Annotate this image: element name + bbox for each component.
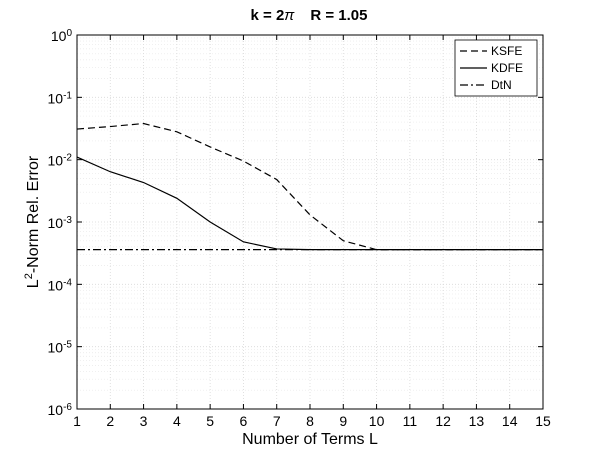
y-tick-label: 10-2 (48, 152, 73, 169)
x-tick-label: 14 (502, 413, 518, 429)
legend-entry: KSFE (491, 44, 522, 58)
series-line-ksfe (76, 122, 543, 251)
y-tick-label: 10-5 (48, 339, 73, 356)
x-tick-label: 7 (273, 413, 281, 429)
legend-entry: DtN (491, 78, 512, 92)
x-tick-label: 1 (73, 413, 81, 429)
x-axis: 1 2 3 4 5 6 7 8 9 10 11 12 13 14 15 (73, 35, 551, 429)
x-tick-label: 15 (535, 413, 551, 429)
grid (76, 34, 544, 410)
x-tick-label: 8 (306, 413, 314, 429)
x-tick-label: 3 (140, 413, 148, 429)
y-tick-label: 10-3 (48, 215, 73, 232)
x-axis-label: Number of Terms L (242, 431, 378, 448)
y-tick-label: 100 (51, 28, 73, 45)
x-tick-label: 6 (240, 413, 248, 429)
x-tick-label: 5 (206, 413, 214, 429)
y-axis: 10-6 10-5 10-4 10-3 10-2 10-1 100 (48, 28, 543, 419)
x-tick-label: 10 (369, 413, 385, 429)
x-tick-label: 4 (173, 413, 181, 429)
y-tick-label: 10-4 (48, 277, 73, 294)
x-tick-label: 11 (403, 413, 418, 429)
series-layer (76, 122, 543, 251)
legend-entry: KDFE (491, 61, 523, 75)
x-tick-label: 13 (469, 413, 485, 429)
x-tick-label: 2 (106, 413, 114, 429)
y-tick-label: 10-6 (48, 402, 73, 419)
x-tick-label: 9 (339, 413, 347, 429)
chart-title: k = 2π R = 1.05 (251, 7, 368, 24)
y-tick-label: 10-1 (48, 90, 73, 107)
x-tick-label: 12 (435, 413, 451, 429)
y-axis-label: L2-Norm Rel. Error (23, 155, 42, 288)
legend: KSFE KDFE DtN (454, 39, 538, 97)
